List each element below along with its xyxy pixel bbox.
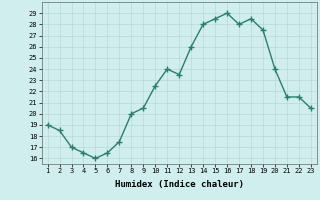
- X-axis label: Humidex (Indice chaleur): Humidex (Indice chaleur): [115, 180, 244, 189]
